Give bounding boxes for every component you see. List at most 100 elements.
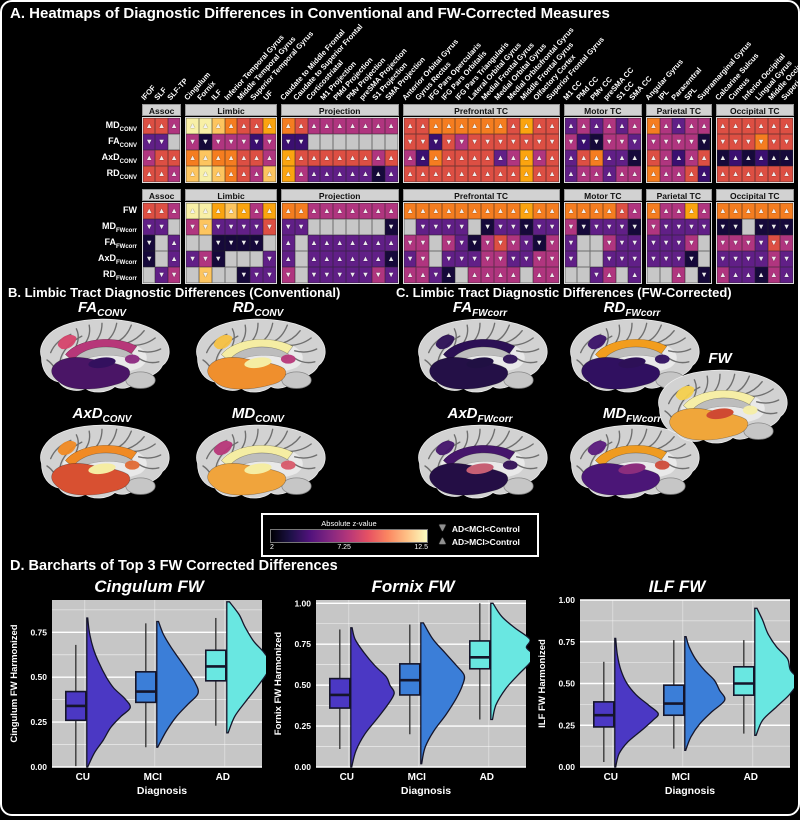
heatmap-cell: ▲ (416, 166, 430, 182)
triangle-up-icon: ▲ (348, 121, 357, 131)
heatmap-cell: ▼ (506, 235, 520, 251)
heatmap-cell: ▲ (307, 118, 321, 134)
heatmap-cell (697, 235, 711, 251)
triangle-down-icon: ▼ (335, 270, 344, 280)
triangle-up-icon: ▲ (188, 121, 197, 131)
triangle-up-icon: ▲ (675, 270, 683, 280)
heatmap-group-header: Parietal TC (646, 104, 712, 116)
triangle-down-icon: ▼ (567, 222, 575, 232)
triangle-down-icon: ▼ (605, 254, 613, 264)
heatmap-cell: ▼ (416, 134, 430, 150)
heatmap-cell: ▲ (155, 203, 168, 219)
heatmap-cell: ▲ (615, 166, 629, 182)
triangle-up-icon: ▲ (719, 153, 727, 163)
heatmap-cell: ▲ (384, 203, 398, 219)
heatmap-cell: ▲ (294, 166, 308, 182)
triangle-up-icon: ▲ (630, 206, 639, 216)
heatmap-cell: ▲ (384, 166, 398, 182)
heatmap-cell: ▼ (481, 251, 494, 267)
heatmap-cell (294, 235, 308, 251)
brain-measure-label: MDCONV (182, 405, 334, 425)
heatmap-cell: ▲ (532, 150, 546, 166)
triangle-up-icon: ▲ (470, 270, 479, 280)
heatmap-grid: ▲ ▲ ▲ ▲ ▲ ▲ ▼ ▼ ▼ ▼ ▼ ▼ ▼ ▼ ▼ ▼ ▼ ▼ ▼ ▼ ▼ ▲ ▲ (563, 202, 643, 284)
heatmap-cell: ▼ (628, 134, 642, 150)
heatmap-cell: ▲ (577, 118, 591, 134)
heatmap-cell: ▲ (506, 203, 520, 219)
axis-text: 0.75 (30, 627, 47, 637)
brain-sagittal-image (40, 318, 170, 393)
heatmap-cell: ▲ (577, 166, 591, 182)
triangle-up-icon: ▲ (335, 254, 344, 264)
triangle-up-icon: ▲ (432, 121, 440, 131)
heatmap-cell: ▼ (333, 267, 347, 283)
anterior-tract-overlay (57, 440, 77, 456)
heatmap-cell: ▲ (429, 203, 443, 219)
heatmap-cell: ▲ (615, 203, 629, 219)
brain-figure-fa-conv: FACONV (26, 299, 178, 404)
triangle-down-icon: ▼ (618, 222, 626, 232)
heatmap-cell: ▼ (602, 235, 616, 251)
triangle-down-icon: ▼ (618, 238, 626, 248)
triangle-down-icon: ▼ (687, 222, 696, 232)
heatmap-cell: ▼ (780, 251, 793, 267)
heatmap-cell: ▼ (294, 219, 308, 235)
brain-sagittal-image (196, 424, 326, 499)
triangle-up-icon: ▲ (170, 121, 178, 131)
heatmap-cell: ▼ (416, 219, 430, 235)
heatmap-cell: ▼ (685, 235, 698, 251)
heatmap-cell: ▲ (263, 118, 276, 134)
triangle-up-icon: ▲ (323, 238, 331, 248)
triangle-up-icon: ▲ (770, 270, 778, 280)
triangle-up-icon: ▲ (630, 153, 639, 163)
triangle-up-icon: ▲ (323, 254, 331, 264)
triangle-down-icon: ▼ (719, 238, 727, 248)
heatmap-cell: ▼ (237, 235, 251, 251)
heatmap-cell: ▲ (672, 203, 686, 219)
triangle-down-icon: ▼ (387, 270, 395, 280)
heatmap-cell: ▲ (211, 150, 225, 166)
heatmap-cell: ▲ (371, 118, 385, 134)
triangle-down-icon: ▼ (437, 522, 448, 534)
triangle-down-icon: ▼ (240, 137, 248, 147)
heatmap-cell: ▼ (519, 251, 533, 267)
heatmap-cell (358, 219, 372, 235)
triangle-down-icon: ▼ (419, 137, 427, 147)
heatmap-cell: ▲ (281, 150, 295, 166)
measure-name: FA (77, 299, 98, 316)
triangle-down-icon: ▼ (782, 238, 791, 248)
heatmap-cell: ▲ (468, 203, 482, 219)
triangle-down-icon: ▼ (170, 270, 178, 280)
triangle-up-icon: ▲ (310, 254, 318, 264)
heatmap-group-header: Motor TC (563, 104, 643, 116)
triangle-up-icon: ▲ (567, 206, 575, 216)
brain-figure-fa-fwcorr: FAFWcorr (404, 299, 556, 404)
heatmap-group-assoc: Assoc ▲ ▲ ▲ ▼ ▼ ▲ ▲ ▲ ▲ ▲ ▲ (142, 104, 182, 183)
heatmap-cell: ▼ (519, 219, 533, 235)
heatmap-cell (333, 219, 347, 235)
measure-subscript: FWcorr (626, 414, 662, 425)
raincloud-charts: Cingulum FW 0.00 0.25 0.50 0.75 CU MCI AD Diagno… (0, 576, 800, 820)
heatmap-cell (155, 251, 168, 267)
triangle-up-icon: ▲ (310, 121, 318, 131)
triangle-up-icon: ▲ (630, 169, 639, 179)
triangle-up-icon: ▲ (770, 206, 778, 216)
heatmap-cell: ▲ (493, 203, 507, 219)
triangle-down-icon: ▼ (719, 254, 727, 264)
heatmap-cell: ▲ (371, 150, 385, 166)
heatmap-cell: ▲ (659, 166, 673, 182)
triangle-up-icon: ▲ (496, 153, 505, 163)
heatmap-cell: ▼ (754, 219, 768, 235)
triangle-down-icon: ▼ (227, 238, 235, 248)
heatmap-cell: ▲ (384, 235, 398, 251)
heatmap-cell: ▼ (564, 134, 578, 150)
triangle-down-icon: ▼ (700, 270, 708, 280)
boxplot-box (469, 640, 491, 670)
triangle-up-icon: ▲ (201, 206, 210, 216)
heatmap-cell: ▲ (506, 267, 520, 283)
measure-subscript: CONV (119, 142, 137, 149)
triangle-down-icon: ▼ (782, 137, 791, 147)
heatmap-cell: ▼ (403, 251, 417, 267)
heatmap-cell: ▲ (545, 166, 559, 182)
heatmap-cell: ▲ (263, 150, 276, 166)
